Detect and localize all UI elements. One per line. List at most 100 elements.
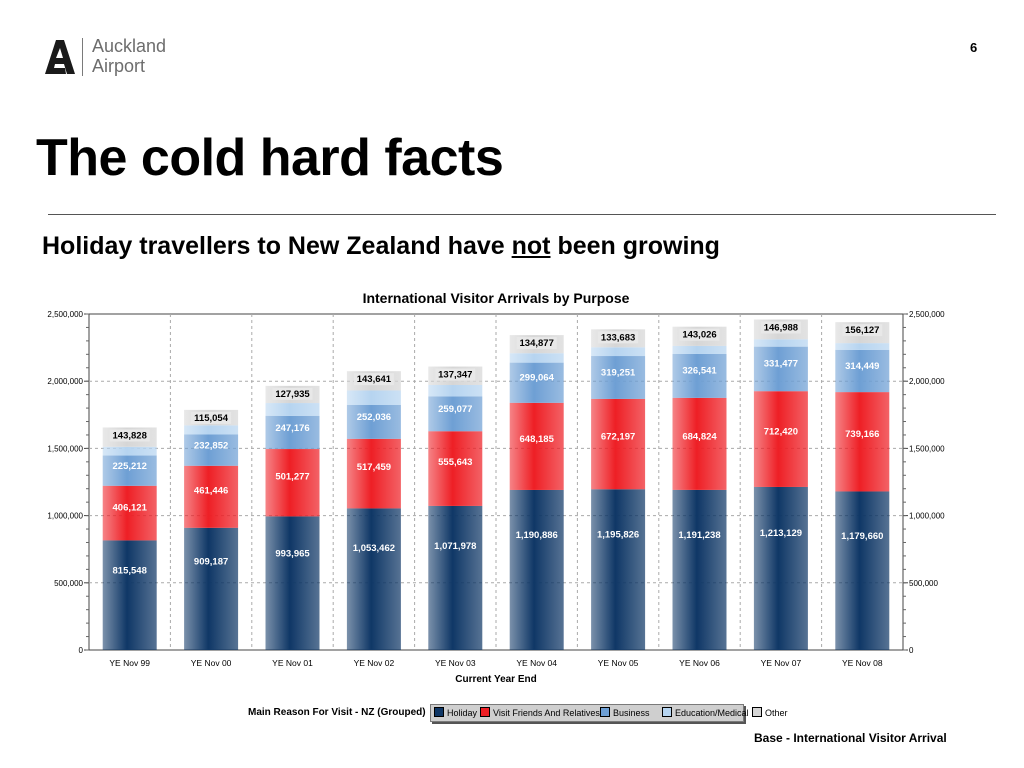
bar-segment <box>428 505 483 650</box>
data-label: 326,541 <box>682 366 717 377</box>
data-label: 232,852 <box>194 441 228 452</box>
brand-line-2: Airport <box>92 56 146 76</box>
data-label: 555,643 <box>438 457 472 468</box>
data-label: 331,477 <box>764 359 798 370</box>
bar-segment <box>835 343 890 350</box>
data-label-bg <box>272 387 313 400</box>
data-label: 143,828 <box>113 430 147 441</box>
bar-segment <box>102 455 157 486</box>
bar-segment <box>591 489 646 650</box>
bar-segment <box>265 403 320 416</box>
y-tick-label-left: 2,000,000 <box>47 377 83 386</box>
data-label: 314,449 <box>845 361 879 372</box>
bar-segment <box>591 347 646 357</box>
x-tick-label: YE Nov 02 <box>354 658 395 668</box>
legend-item: Holiday <box>434 707 477 718</box>
x-tick-label: YE Nov 08 <box>842 658 883 668</box>
legend-swatch <box>600 707 610 717</box>
bar-segment <box>346 508 401 650</box>
y-tick-label-right: 500,000 <box>909 579 938 588</box>
y-tick-label-left: 500,000 <box>54 579 83 588</box>
data-label: 115,054 <box>194 413 229 424</box>
x-tick-label: YE Nov 04 <box>516 658 557 668</box>
data-label: 739,166 <box>845 429 879 440</box>
bar-segment <box>753 391 808 487</box>
title-divider <box>48 214 996 215</box>
data-label: 1,053,462 <box>353 543 395 554</box>
data-label-bg <box>353 373 394 386</box>
data-label: 1,179,660 <box>841 531 883 542</box>
bar-segment <box>835 392 890 492</box>
bar-segment <box>265 449 320 517</box>
y-tick-label-right: 1,500,000 <box>909 444 945 453</box>
y-tick-label-left: 0 <box>79 646 84 655</box>
bar-segment <box>509 353 564 363</box>
bar-segment <box>753 346 808 392</box>
bar-segment <box>184 465 239 528</box>
data-label: 143,641 <box>357 374 392 385</box>
data-label: 1,071,978 <box>434 541 476 552</box>
slide-subtitle: Holiday travellers to New Zealand have n… <box>42 232 720 261</box>
data-label: 406,121 <box>113 502 148 513</box>
x-tick-label: YE Nov 03 <box>435 658 476 668</box>
page-title: The cold hard facts <box>36 129 504 187</box>
x-axis-title: Current Year End <box>455 674 537 685</box>
chart-title: International Visitor Arrivals by Purpos… <box>363 290 630 306</box>
bar-segment <box>102 485 157 541</box>
data-label: 1,190,886 <box>516 530 558 541</box>
source-note: Base - International Visitor Arrival <box>754 731 947 745</box>
x-tick-label: YE Nov 00 <box>191 658 232 668</box>
legend-label: Visit Friends And Relatives <box>493 708 600 718</box>
subtitle-text-end: been growing <box>550 232 720 260</box>
x-tick-label: YE Nov 07 <box>761 658 802 668</box>
bar-segment <box>184 434 239 466</box>
bar-segment <box>102 446 157 456</box>
bar-segment <box>428 385 483 397</box>
bar-segment <box>428 396 483 432</box>
bar-segment <box>184 425 239 435</box>
data-label-bg <box>598 331 639 344</box>
brand-line-1: Auckland <box>92 36 167 56</box>
legend-swatch <box>752 707 762 717</box>
bar-segment <box>102 540 157 650</box>
bar-segment <box>265 415 320 450</box>
chart-container: International Visitor Arrivals by Purpos… <box>0 282 1024 702</box>
bar-segment <box>509 489 564 650</box>
data-label: 648,185 <box>520 434 555 445</box>
y-tick-label-right: 1,000,000 <box>909 512 945 521</box>
data-label: 247,176 <box>275 423 309 434</box>
data-label-bg <box>842 324 883 337</box>
data-label-bg <box>516 337 557 350</box>
subtitle-emphasis: not <box>511 232 551 260</box>
legend-swatch <box>434 707 444 717</box>
bar-segment <box>509 362 564 403</box>
bar-segment <box>346 390 401 405</box>
bar-segment <box>835 491 890 650</box>
data-label: 156,127 <box>845 325 879 336</box>
data-label: 993,965 <box>275 548 310 559</box>
y-tick-label-left: 1,000,000 <box>47 512 83 521</box>
legend-title: Main Reason For Visit - NZ (Grouped) <box>248 707 426 718</box>
data-label: 501,277 <box>275 471 309 482</box>
data-label: 133,683 <box>601 332 635 343</box>
y-tick-label-right: 0 <box>909 646 914 655</box>
legend-label: Education/Medical <box>675 708 749 718</box>
data-label: 1,213,129 <box>760 528 802 539</box>
legend-item: Education/Medical <box>662 707 749 718</box>
bar-segment <box>672 345 727 354</box>
bar-segment <box>672 397 727 490</box>
data-label: 127,935 <box>275 389 310 400</box>
data-label: 137,347 <box>438 370 472 381</box>
bar-segment <box>509 402 564 490</box>
bar-segment <box>672 353 727 398</box>
data-label: 461,446 <box>194 486 228 497</box>
data-label: 252,036 <box>357 412 391 423</box>
legend-swatch <box>480 707 490 717</box>
bar-segment <box>265 516 320 650</box>
y-tick-label-left: 1,500,000 <box>47 444 83 453</box>
logo-divider <box>82 38 83 76</box>
bar-segment <box>346 404 401 439</box>
bar-segment <box>591 398 646 490</box>
legend-item: Business <box>600 707 650 718</box>
bar-segment <box>591 356 646 399</box>
